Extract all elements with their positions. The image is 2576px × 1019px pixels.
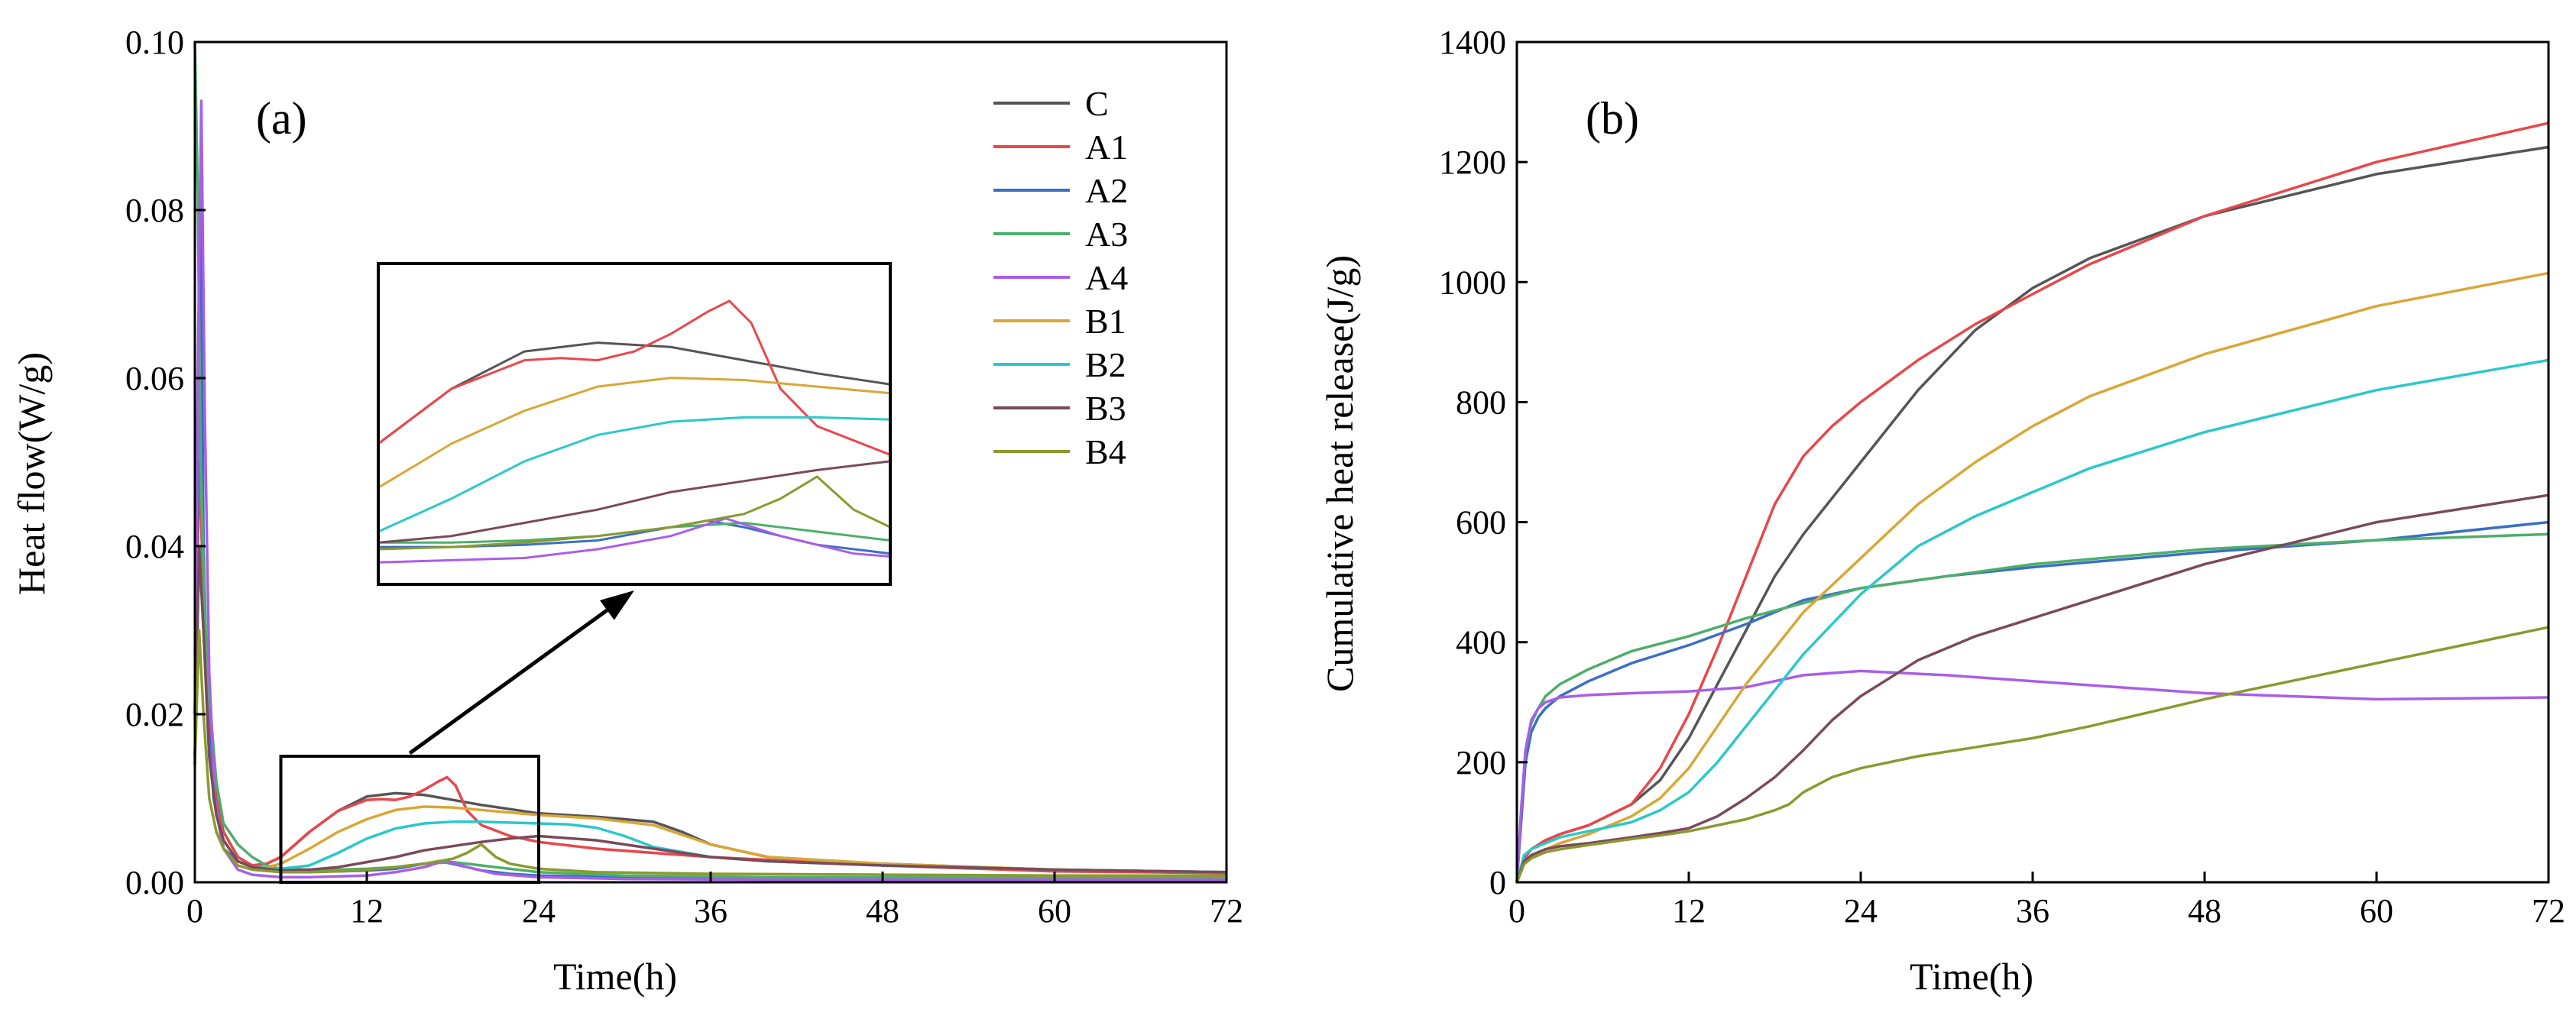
- inset-series-line-b4: [378, 475, 890, 551]
- panel-b-y-tick-label: 200: [1456, 744, 1506, 781]
- inset-series-line-c: [378, 341, 890, 445]
- zoom-arrow: [408, 607, 611, 755]
- series-line-b-a1: [1515, 121, 2549, 883]
- panel-b-x-tick-label: 36: [2016, 892, 2049, 930]
- series-line-b-c: [1515, 145, 2549, 883]
- panel-a-heat-flow-chart: 0 12 24 36 48 60 720.000.020.040.060.080.10 CA…: [10, 24, 1243, 998]
- series-line-a-b3: [193, 545, 1227, 874]
- panel-b-x-tick-label: 48: [2188, 892, 2221, 930]
- panel-b-label: (b): [1586, 93, 1639, 144]
- series-line-b-b3: [1515, 493, 2549, 883]
- series-line-a-b1: [193, 545, 1227, 874]
- panel-a-y-tick-label: 0.10: [125, 24, 184, 61]
- inset-series-group: [378, 299, 890, 564]
- panel-b-x-tick-label: 12: [1672, 892, 1706, 930]
- panel-b-x-tick-label: 24: [1844, 892, 1878, 930]
- legend-label-a3: A3: [1085, 215, 1128, 254]
- series-line-b-a4: [1515, 669, 2549, 883]
- panel-a-x-tick-label: 60: [1038, 892, 1071, 930]
- panel-b-x-tick-label: 72: [2532, 892, 2565, 930]
- panel-a-x-tick-label: 48: [866, 892, 899, 930]
- panel-a-series-group: [193, 41, 1227, 882]
- panel-a-legend: C A1 A2 A3 A4 B1 B2 B3 B4: [993, 84, 1128, 471]
- panel-a-y-tick-label: 0.04: [125, 528, 184, 565]
- legend-label-b1: B1: [1085, 302, 1126, 341]
- zoom-arrowhead: [599, 590, 634, 620]
- legend-label-b4: B4: [1085, 432, 1126, 471]
- panel-b-x-tick-label: 0: [1508, 892, 1525, 930]
- inset-series-line-a2: [378, 519, 890, 555]
- panel-b-y-tick-label: 0: [1489, 864, 1506, 901]
- panel-b-y-tick-label: 1000: [1439, 264, 1506, 301]
- series-line-a-b4: [193, 629, 1226, 877]
- panel-b-ticks: 0 12 24 36 48 60 72 0 200 400 600 800 1000 1200 1400: [1439, 24, 2565, 930]
- panel-b-y-tick-label: 1400: [1439, 24, 1506, 61]
- panel-a-x-tick-label: 36: [694, 892, 727, 930]
- panel-b-x-axis-label: Time(h): [1910, 955, 2033, 998]
- series-line-b-b1: [1515, 271, 2549, 883]
- panel-a-y-tick-label: 0.00: [125, 864, 184, 901]
- series-line-a-a4: [193, 99, 1226, 882]
- panel-a-ticks: 0 12 24 36 48 60 72 0.00 0.02 0.04 0.06 0.08 0.10: [125, 24, 1243, 930]
- legend-label-a4: A4: [1085, 258, 1128, 297]
- inset-zoom-plot: [377, 262, 892, 586]
- inset-series-line-a3: [378, 521, 890, 544]
- legend-label-a2: A2: [1085, 171, 1128, 210]
- panel-a-x-axis-label: Time(h): [553, 955, 677, 998]
- inset-series-line-b2: [378, 416, 890, 533]
- inset-series-line-b3: [378, 460, 890, 544]
- inset-series-line-a1: [378, 299, 890, 456]
- series-line-b-b2: [1515, 358, 2549, 883]
- legend-label-c: C: [1085, 84, 1109, 123]
- panel-b-y-tick-label: 800: [1456, 383, 1506, 421]
- panel-b-y-tick-label: 400: [1456, 624, 1506, 662]
- series-line-b-b4: [1515, 626, 2549, 883]
- panel-b-y-tick-label: 600: [1456, 504, 1506, 542]
- inset-series-line-b1: [378, 377, 890, 490]
- legend-label-a1: A1: [1085, 128, 1128, 167]
- inset-frame: [377, 262, 892, 586]
- panel-b-cumulative-heat-chart: 0 12 24 36 48 60 72 0 200 400 600 800 1000 1200 1400 (…: [1318, 24, 2565, 998]
- panel-b-y-tick-label: 1200: [1439, 144, 1506, 181]
- series-line-b-a2: [1515, 520, 2549, 883]
- panel-a-y-tick-label: 0.06: [125, 360, 184, 397]
- panel-b-y-axis-label: Cumulative heat release(J/g): [1318, 255, 1361, 692]
- legend-label-b3: B3: [1085, 389, 1126, 428]
- panel-a-x-tick-label: 24: [522, 892, 556, 930]
- zoom-region-box: [279, 755, 540, 884]
- panel-b-series-group: [1515, 121, 2549, 883]
- series-line-a-b2: [193, 545, 1227, 874]
- inset-series-line-a4: [378, 517, 890, 564]
- panel-a-y-tick-label: 0.08: [125, 192, 184, 229]
- panel-b-x-tick-label: 60: [2360, 892, 2393, 930]
- panel-a-y-axis-label: Heat flow(W/g): [10, 352, 53, 595]
- panel-a-x-tick-label: 0: [186, 892, 203, 930]
- series-line-a-a1: [193, 461, 1227, 875]
- panel-a-y-tick-label: 0.02: [125, 696, 184, 733]
- panel-b-plot-frame: [1515, 40, 2550, 884]
- panel-a-x-tick-label: 12: [350, 892, 384, 930]
- panel-a-x-tick-label: 72: [1210, 892, 1243, 930]
- panel-a-label: (a): [256, 93, 307, 144]
- legend-label-b2: B2: [1085, 345, 1126, 384]
